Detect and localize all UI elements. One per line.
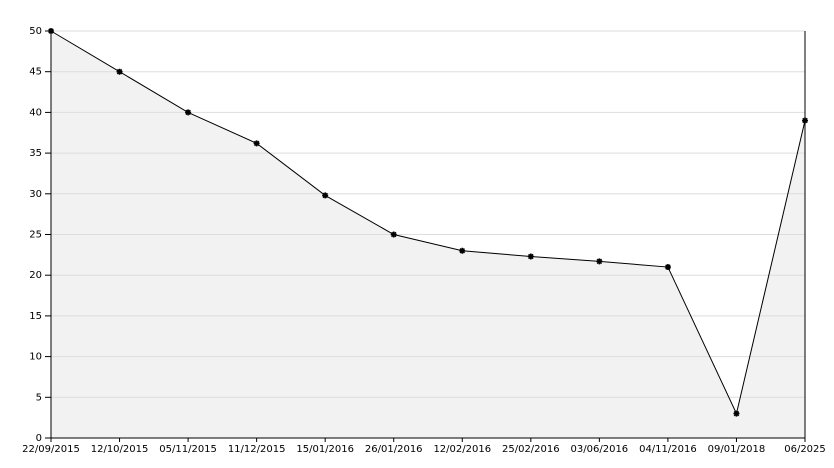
- x-tick-label: 25/02/2016: [502, 444, 560, 455]
- marker: [322, 192, 329, 199]
- marker: [733, 410, 740, 417]
- x-tick-label: 05/11/2015: [159, 444, 217, 455]
- x-tick-label: 22/09/2015: [22, 444, 80, 455]
- marker: [253, 140, 260, 147]
- y-tick-label: 50: [29, 26, 42, 37]
- marker: [527, 253, 534, 260]
- x-tick-label: 12/02/2016: [433, 444, 491, 455]
- y-tick-label: 15: [29, 311, 42, 322]
- marker: [459, 247, 466, 254]
- marker: [185, 109, 192, 116]
- x-tick-label: 04/11/2016: [639, 444, 697, 455]
- marker: [48, 28, 54, 34]
- y-tick-label: 35: [29, 148, 42, 159]
- x-tick-label: 12/10/2015: [91, 444, 149, 455]
- y-tick-label: 45: [29, 67, 42, 78]
- y-tick-label: 25: [29, 230, 42, 241]
- marker: [596, 258, 603, 265]
- y-tick-label: 5: [36, 392, 42, 403]
- y-tick-label: 30: [29, 189, 42, 200]
- y-tick-label: 20: [29, 270, 42, 281]
- x-tick-label: 15/01/2016: [296, 444, 354, 455]
- y-tick-label: 40: [29, 107, 42, 118]
- area: [51, 31, 805, 438]
- y-tick-label: 0: [36, 433, 42, 444]
- x-tick-label: 11/12/2015: [228, 444, 286, 455]
- marker: [116, 68, 123, 75]
- x-tick-label: 26/01/2016: [365, 444, 423, 455]
- line: [50, 30, 806, 416]
- y-tick-label: 10: [29, 352, 42, 363]
- marker: [390, 231, 397, 238]
- marker: [664, 264, 671, 271]
- x-tick-label: 03/06/2016: [571, 444, 629, 455]
- x-tick-label: 09/01/2018: [708, 444, 766, 455]
- x-tick-label: 06/2025: [784, 444, 826, 455]
- marker: [802, 117, 808, 124]
